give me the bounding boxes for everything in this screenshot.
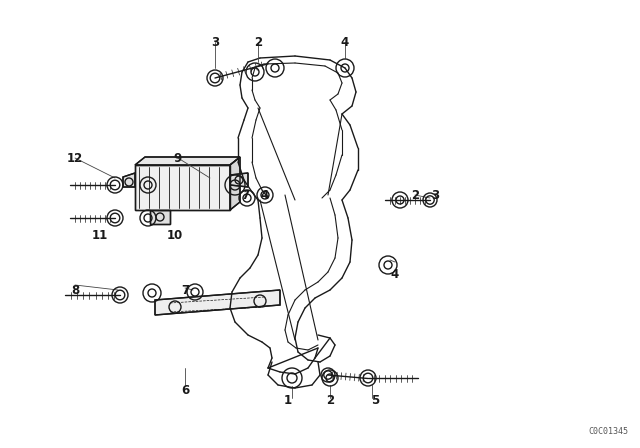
Polygon shape	[155, 290, 280, 315]
Text: 3: 3	[211, 35, 219, 48]
Polygon shape	[135, 157, 240, 165]
Text: 10: 10	[167, 228, 183, 241]
Text: 7: 7	[241, 189, 249, 202]
Text: 7: 7	[181, 284, 189, 297]
Polygon shape	[230, 157, 240, 210]
Text: 2: 2	[326, 393, 334, 406]
Text: 2: 2	[254, 35, 262, 48]
Polygon shape	[230, 173, 248, 187]
Text: 4: 4	[341, 35, 349, 48]
Text: 8: 8	[71, 284, 79, 297]
Text: 4: 4	[261, 189, 269, 202]
Text: 4: 4	[391, 268, 399, 281]
Text: 12: 12	[67, 151, 83, 164]
Text: 11: 11	[92, 228, 108, 241]
Text: C0C01345: C0C01345	[588, 427, 628, 436]
Polygon shape	[150, 210, 170, 224]
Text: 5: 5	[371, 393, 379, 406]
Text: 1: 1	[284, 393, 292, 406]
Text: 3: 3	[431, 189, 439, 202]
Text: 6: 6	[181, 383, 189, 396]
Polygon shape	[135, 165, 230, 210]
Polygon shape	[123, 173, 135, 187]
Text: 9: 9	[174, 151, 182, 164]
Text: 2: 2	[411, 189, 419, 202]
